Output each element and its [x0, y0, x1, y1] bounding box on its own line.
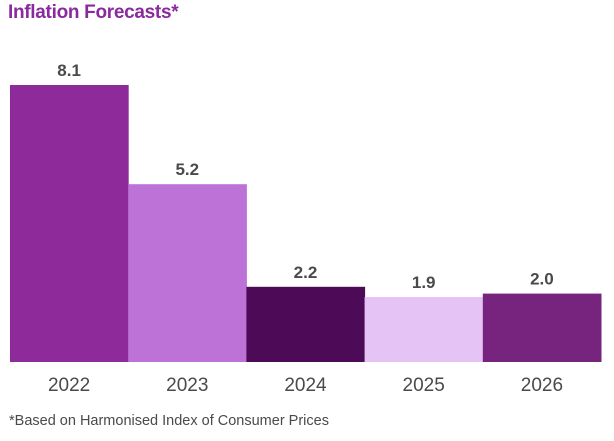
value-label-2026: 2.0: [530, 270, 554, 289]
bar-2022: [10, 85, 129, 362]
x-tick-label-2023: 2023: [166, 375, 208, 396]
value-label-2023: 5.2: [175, 160, 199, 179]
bar-2025: [364, 297, 484, 362]
x-tick-labels-layer: 2022 2023 2024 2025 2026: [48, 375, 563, 396]
bars-layer: [10, 85, 602, 362]
value-label-2024: 2.2: [294, 263, 318, 282]
x-tick-label-2024: 2024: [284, 375, 327, 396]
x-tick-label-2025: 2025: [403, 375, 445, 396]
bar-2023: [128, 184, 247, 362]
bar-2026: [482, 293, 602, 362]
value-label-2025: 1.9: [412, 273, 436, 292]
value-label-2022: 8.1: [57, 61, 81, 80]
x-tick-label-2022: 2022: [48, 375, 90, 396]
chart-footnote: *Based on Harmonised Index of Consumer P…: [9, 413, 329, 429]
x-tick-label-2026: 2026: [521, 375, 563, 396]
chart-title: Inflation Forecasts*: [8, 2, 179, 23]
bar-2024: [246, 286, 366, 362]
value-labels-layer: 8.1 5.2 2.2 1.9 2.0: [57, 61, 553, 292]
